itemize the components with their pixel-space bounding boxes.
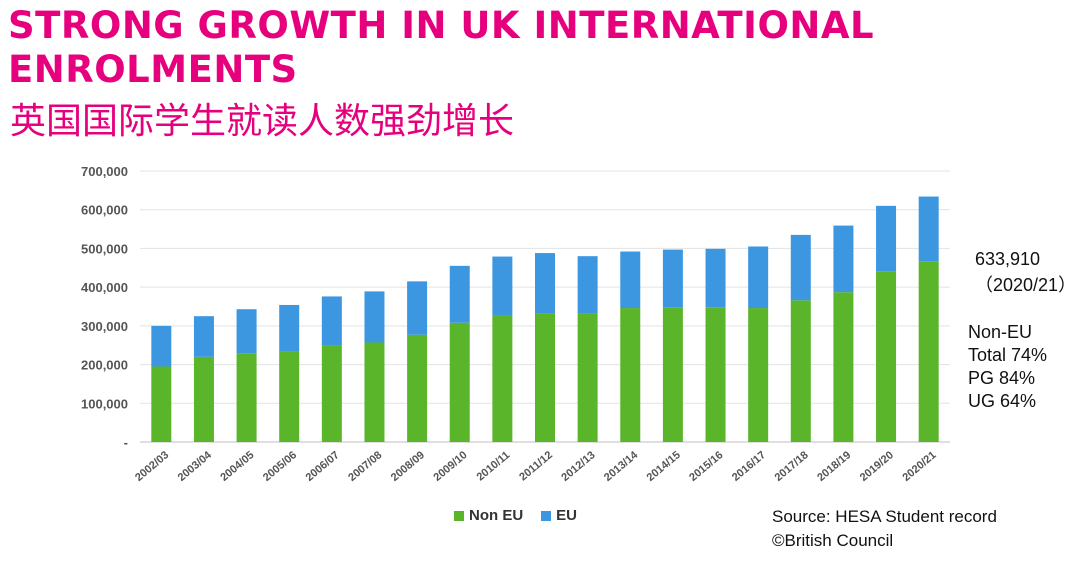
bar-eu (705, 248, 726, 308)
bar-eu (321, 296, 342, 346)
x-tick-label: 2012/13 (559, 449, 597, 484)
bar-non-eu (236, 353, 257, 442)
y-tick-label: 200,000 (81, 358, 128, 373)
legend-item-eu: EU (541, 507, 577, 524)
x-tick-label: 2006/07 (304, 449, 342, 484)
stat-line: Total 74% (968, 345, 1048, 365)
bar-non-eu (876, 271, 897, 442)
x-tick-label: 2013/14 (602, 449, 641, 484)
total-value-annotation: 633,910 (975, 249, 1041, 269)
bar-eu (492, 256, 513, 316)
bar-non-eu (705, 307, 726, 442)
x-tick-label: 2010/11 (475, 449, 513, 483)
bar-non-eu (577, 313, 598, 442)
legend-swatch-eu (541, 510, 552, 521)
bar-non-eu (151, 366, 172, 442)
bar-non-eu (407, 334, 428, 442)
bar-eu (364, 291, 385, 343)
bar-non-eu (321, 345, 342, 442)
x-tick-label: 2017/18 (773, 449, 811, 484)
bar-eu (407, 281, 428, 335)
bar-eu (193, 316, 214, 357)
source-text: Source: HESA Student record (772, 507, 997, 526)
y-tick-label: 400,000 (81, 280, 128, 295)
x-tick-label: 2008/09 (389, 449, 427, 484)
bar-eu (151, 325, 172, 367)
x-tick-label: 2002/03 (133, 449, 171, 484)
bar-non-eu (918, 261, 939, 442)
bar-non-eu (748, 308, 769, 442)
x-tick-label: 2016/17 (730, 449, 768, 484)
bar-non-eu (449, 322, 470, 442)
x-tick-label: 2014/15 (645, 449, 683, 484)
bar-non-eu (662, 307, 683, 442)
stat-line: Non-EU (968, 322, 1033, 342)
x-tick-label: 2009/10 (431, 449, 469, 484)
y-tick-label: 600,000 (81, 203, 128, 218)
stat-line: UG 64% (968, 391, 1037, 411)
copyright-text: ©British Council (772, 531, 894, 550)
y-tick-label: 700,000 (81, 164, 128, 179)
bar-eu (279, 304, 300, 352)
source-note: Source: HESA Student record ©British Cou… (772, 505, 997, 553)
bar-non-eu (279, 351, 300, 442)
bar-eu (833, 225, 854, 293)
x-tick-label: 2018/19 (815, 449, 853, 484)
y-tick-label: 300,000 (81, 319, 128, 334)
bar-eu (620, 251, 641, 309)
bar-eu (790, 234, 811, 301)
x-tick-label: 2011/12 (517, 449, 555, 483)
y-tick-label: - (124, 435, 128, 450)
x-tick-label: 2003/04 (176, 449, 215, 484)
bar-eu (577, 256, 598, 314)
x-tick-label: 2005/06 (261, 449, 299, 484)
legend-swatch-non-eu (454, 510, 464, 521)
chart-legend: Non EU EU (454, 507, 587, 524)
bar-non-eu (364, 342, 385, 442)
bar-non-eu (833, 292, 854, 442)
bar-eu (748, 246, 769, 309)
legend-label-non-eu: Non EU (469, 507, 524, 524)
x-tick-label: 2004/05 (218, 449, 256, 484)
bar-non-eu (492, 315, 513, 442)
bars (151, 196, 939, 442)
page-title: STRONG GROWTH IN UK INTERNATIONAL ENROLM… (8, 4, 875, 91)
y-tick-label: 500,000 (81, 241, 128, 256)
bar-non-eu (535, 313, 555, 442)
x-tick-label: 2019/20 (858, 449, 896, 484)
legend-item-non-eu: Non EU (454, 507, 523, 524)
y-tick-label: 100,000 (81, 396, 128, 411)
non-eu-stats: Non-EU Total 74% PG 84% UG 64% (968, 321, 1078, 413)
legend-label-eu: EU (556, 507, 578, 524)
bar-non-eu (193, 356, 214, 442)
bar-eu (662, 249, 683, 308)
x-axis-labels: 2002/03 2003/04 2004/05 2005/06 2006/07 2007/… (133, 449, 939, 484)
bar-eu (918, 196, 939, 262)
x-tick-label: 2015/16 (687, 449, 725, 484)
x-tick-label: 2020/21 (900, 449, 938, 484)
total-year-annotation: （2020/21） (975, 275, 1077, 295)
y-axis: - 100,000 200,000 300,000 400,000 500,000 600,… (81, 164, 128, 450)
stat-line: PG 84% (968, 368, 1036, 388)
page-subtitle-chinese: 英国国际学生就读人数强劲增长 (10, 101, 515, 142)
bar-non-eu (620, 308, 641, 442)
x-tick-label: 2007/08 (346, 449, 384, 484)
bar-eu (876, 205, 897, 272)
bar-non-eu (790, 300, 811, 442)
bar-eu (449, 265, 470, 323)
bar-eu (236, 309, 257, 354)
bar-eu (535, 253, 555, 314)
